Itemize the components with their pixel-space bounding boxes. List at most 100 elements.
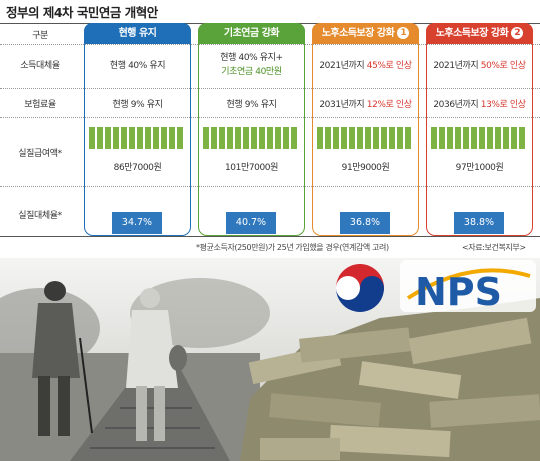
- elderly-man-figure: [32, 281, 93, 436]
- page-title: 정부의 제4차 국민연금 개혁안: [6, 5, 158, 20]
- benefit-bar-segment: [455, 127, 461, 149]
- replacement-cell-3-highlight: 45%로 인상: [366, 61, 412, 71]
- benefit-bar-segment: [97, 127, 103, 149]
- premium-cell-4-year: 2036년까지: [433, 100, 481, 110]
- column-header-2: 기초연금 강화: [198, 23, 305, 44]
- benefit-bar-segment: [381, 127, 387, 149]
- real-rate-bar-1: 34.7%: [112, 212, 162, 234]
- benefit-bar-segment: [137, 127, 143, 149]
- row-label-benefit: 실질급여액*: [18, 149, 62, 159]
- row-divider: [0, 186, 540, 187]
- illustration-photo: NPS: [0, 258, 540, 461]
- banknote-pile: [240, 298, 540, 461]
- column-header-3-label: 노후소득보장 강화: [321, 28, 395, 39]
- number-badge-2: 2: [511, 27, 524, 39]
- benefit-bar-segment: [389, 127, 395, 149]
- benefit-bar-segment: [349, 127, 355, 149]
- benefit-bar-segment: [153, 127, 159, 149]
- replacement-cell-3: 2021년까지 45%로 인상: [312, 58, 419, 71]
- benefit-bar-segment: [487, 127, 493, 149]
- row-label-replacement: 소득대체율: [20, 61, 60, 71]
- benefit-bar-segment: [471, 127, 477, 149]
- table-bottom-rule: [0, 236, 540, 237]
- benefit-bar-segment: [283, 127, 289, 149]
- premium-cell-1: 현행 9% 유지: [112, 100, 163, 110]
- premium-cell-3: 2031년까지 12%로 인상: [312, 97, 419, 110]
- benefit-bar-segment: [503, 127, 509, 149]
- benefit-bar-segment: [365, 127, 371, 149]
- elderly-woman-figure: [126, 288, 187, 441]
- benefit-bar-segment: [267, 127, 273, 149]
- benefit-bar-segment: [227, 127, 233, 149]
- benefit-bar-segment: [291, 127, 297, 149]
- benefit-bar-segment: [447, 127, 453, 149]
- benefit-bar-segment: [145, 127, 151, 149]
- benefit-bar-segment: [357, 127, 363, 149]
- premium-cell-4: 2036년까지 13%로 인상: [426, 97, 533, 110]
- column-header-3: 노후소득보장 강화 1: [312, 23, 419, 44]
- real-rate-bar-4: 38.8%: [454, 212, 504, 234]
- benefit-bar-segment: [479, 127, 485, 149]
- benefit-bar-group-3: [317, 127, 411, 149]
- replacement-cell-1: 현행 40% 유지: [109, 61, 166, 71]
- benefit-bar-segment: [275, 127, 281, 149]
- benefit-bar-segment: [431, 127, 437, 149]
- benefit-bar-group-2: [203, 127, 297, 149]
- premium-cell-4-highlight: 13%로 인상: [480, 100, 526, 110]
- benefit-bar-segment: [89, 127, 95, 149]
- benefit-amount-3: 91만9000원: [341, 163, 390, 173]
- benefit-amount-2: 101만7000원: [224, 163, 279, 173]
- benefit-bar-segment: [177, 127, 183, 149]
- real-rate-bar-2: 40.7%: [226, 212, 276, 234]
- column-header-1: 현행 유지: [84, 23, 191, 44]
- benefit-bar-segment: [121, 127, 127, 149]
- benefit-amount-4: 97만1000원: [455, 163, 504, 173]
- benefit-bar-segment: [211, 127, 217, 149]
- benefit-bar-segment: [169, 127, 175, 149]
- benefit-bar-segment: [495, 127, 501, 149]
- row-divider: [0, 88, 540, 89]
- nps-logo: NPS: [400, 260, 536, 314]
- photo-scene: NPS: [0, 258, 540, 461]
- benefit-bar-segment: [463, 127, 469, 149]
- benefit-bar-segment: [397, 127, 403, 149]
- benefit-bar-segment: [235, 127, 241, 149]
- benefit-bar-segment: [373, 127, 379, 149]
- number-badge-1: 1: [397, 27, 410, 39]
- column-header-4: 노후소득보장 강화 2: [426, 23, 533, 44]
- replacement-cell-3-year: 2021년까지: [319, 61, 367, 71]
- benefit-bar-segment: [511, 127, 517, 149]
- benefit-bar-segment: [333, 127, 339, 149]
- benefit-bar-segment: [105, 127, 111, 149]
- benefit-bar-group-1: [89, 127, 183, 149]
- government-emblem-logo: [336, 264, 384, 312]
- benefit-bar-segment: [243, 127, 249, 149]
- replacement-cell-4-highlight: 50%로 인상: [480, 61, 526, 71]
- benefit-bar-segment: [317, 127, 323, 149]
- benefit-bar-segment: [405, 127, 411, 149]
- row-label-header: 구분: [32, 31, 48, 41]
- premium-cell-2: 현행 9% 유지: [226, 100, 277, 110]
- premium-cell-3-year: 2031년까지: [319, 100, 367, 110]
- row-label-premium: 보험료율: [24, 100, 56, 110]
- replacement-cell-2: 현행 40% 유지+ 기초연금 40만원: [198, 51, 305, 79]
- row-divider: [0, 44, 540, 45]
- benefit-bar-segment: [259, 127, 265, 149]
- column-header-4-label: 노후소득보장 강화: [435, 28, 509, 39]
- nps-logo-text: NPS: [415, 270, 502, 314]
- benefit-bar-segment: [251, 127, 257, 149]
- benefit-bar-segment: [129, 127, 135, 149]
- replacement-cell-2-line1: 현행 40% 유지+: [220, 53, 283, 63]
- benefit-bar-segment: [161, 127, 167, 149]
- replacement-cell-4-year: 2021년까지: [433, 61, 481, 71]
- benefit-bar-segment: [113, 127, 119, 149]
- premium-cell-3-highlight: 12%로 인상: [366, 100, 412, 110]
- column-header-2-label: 기초연금 강화: [223, 28, 280, 39]
- benefit-bar-segment: [325, 127, 331, 149]
- benefit-bar-group-4: [431, 127, 525, 149]
- footnote: *평균소득자(250만원)가 25년 가입했을 경우(연계감액 고려): [196, 243, 389, 252]
- replacement-cell-2-line2: 기초연금 40만원: [221, 67, 282, 77]
- source-credit: <자료:보건복지부>: [462, 243, 526, 252]
- benefit-bar-segment: [341, 127, 347, 149]
- row-label-real-rate: 실질대체율*: [18, 211, 62, 221]
